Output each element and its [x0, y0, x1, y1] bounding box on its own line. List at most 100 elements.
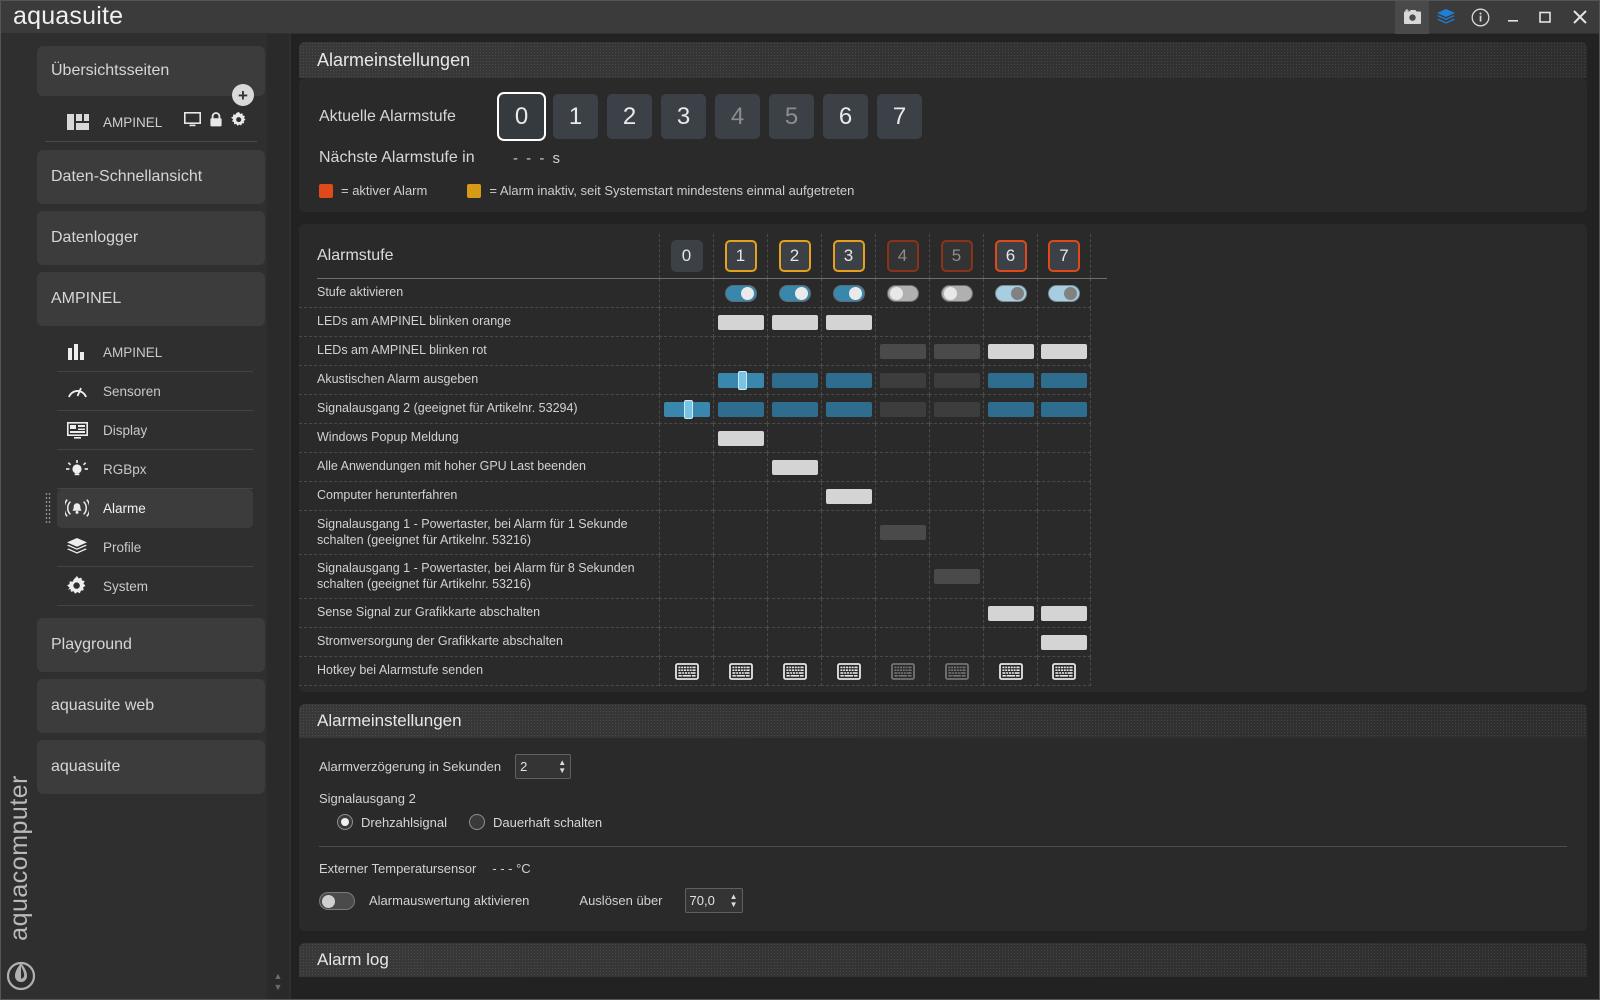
- action-cell-button[interactable]: [987, 343, 1034, 359]
- scroll-up-icon[interactable]: ▲: [273, 971, 283, 981]
- level-button-6[interactable]: 6: [823, 94, 868, 139]
- level-button-3[interactable]: 3: [661, 94, 706, 139]
- level-enable-toggle[interactable]: [886, 284, 919, 302]
- matrix-cell-3[interactable]: [821, 308, 875, 337]
- hotkey-keyboard-icon[interactable]: [1052, 662, 1076, 680]
- gear-icon[interactable]: [231, 111, 247, 133]
- radio-circle[interactable]: [469, 814, 485, 830]
- sidebar-item-profile[interactable]: Profile: [57, 528, 253, 567]
- action-cell-button[interactable]: [1041, 343, 1087, 359]
- matrix-col-7[interactable]: 7: [1037, 234, 1091, 278]
- action-cell-slider[interactable]: [933, 372, 980, 388]
- matrix-cell-5[interactable]: [929, 555, 983, 599]
- slider-thumb[interactable]: [737, 370, 747, 390]
- drag-handle[interactable]: [45, 492, 51, 524]
- camera-icon[interactable]: [1395, 0, 1429, 34]
- enable-alarm-evaluation-toggle[interactable]: [319, 891, 355, 910]
- matrix-cell-7[interactable]: [1037, 337, 1091, 366]
- matrix-cell-3[interactable]: [821, 395, 875, 424]
- sidebar-item-ampinel-overview[interactable]: AMPINEL: [45, 103, 257, 142]
- matrix-cell-2[interactable]: [767, 657, 821, 686]
- matrix-cell-3[interactable]: [821, 482, 875, 511]
- matrix-cell-1[interactable]: [713, 395, 767, 424]
- matrix-cell-6[interactable]: [983, 599, 1037, 628]
- layers-icon[interactable]: [1429, 1, 1463, 34]
- action-cell-button[interactable]: [987, 605, 1034, 621]
- level-enable-toggle[interactable]: [832, 284, 865, 302]
- matrix-cell-5[interactable]: [929, 657, 983, 686]
- sidebar-section-device[interactable]: AMPINEL: [37, 272, 265, 326]
- chevron-up-icon[interactable]: ▲: [729, 892, 738, 901]
- matrix-cell-2[interactable]: [767, 366, 821, 395]
- matrix-cell-6[interactable]: [983, 395, 1037, 424]
- level-button-7[interactable]: 7: [877, 94, 922, 139]
- action-cell-button[interactable]: [825, 314, 872, 330]
- action-cell-button[interactable]: [879, 343, 926, 359]
- action-cell-slider[interactable]: [987, 372, 1034, 388]
- matrix-cell-3[interactable]: [821, 366, 875, 395]
- level-enable-toggle[interactable]: [940, 284, 973, 302]
- matrix-cell-1[interactable]: [713, 366, 767, 395]
- level-enable-toggle[interactable]: [724, 284, 757, 302]
- level-enable-toggle[interactable]: [994, 284, 1027, 302]
- action-cell-button[interactable]: [771, 459, 818, 475]
- matrix-cell-0[interactable]: [659, 395, 713, 424]
- chevron-down-icon[interactable]: ▼: [729, 900, 738, 909]
- matrix-cell-6[interactable]: [983, 337, 1037, 366]
- sidebar-item-sensoren[interactable]: Sensoren: [57, 372, 253, 411]
- matrix-cell-7[interactable]: [1037, 366, 1091, 395]
- level-button-5[interactable]: 5: [769, 94, 814, 139]
- action-cell-slider[interactable]: [1041, 401, 1087, 417]
- matrix-cell-6[interactable]: [983, 657, 1037, 686]
- matrix-cell-6[interactable]: [983, 279, 1037, 308]
- action-cell-button[interactable]: [717, 430, 764, 446]
- maximize-button[interactable]: [1529, 1, 1561, 34]
- matrix-cell-1[interactable]: [713, 308, 767, 337]
- level-button-4[interactable]: 4: [715, 94, 760, 139]
- action-cell-button[interactable]: [1041, 605, 1087, 621]
- matrix-cell-5[interactable]: [929, 366, 983, 395]
- matrix-cell-4[interactable]: [875, 395, 929, 424]
- spinner-arrows[interactable]: ▲ ▼: [558, 759, 566, 775]
- matrix-cell-7[interactable]: [1037, 628, 1091, 657]
- action-cell-button[interactable]: [717, 314, 764, 330]
- action-cell-slider[interactable]: [717, 370, 764, 390]
- matrix-cell-7[interactable]: [1037, 395, 1091, 424]
- slider-thumb[interactable]: [683, 399, 693, 419]
- info-icon[interactable]: [1463, 1, 1497, 34]
- radio-dauerhaft-schalten[interactable]: Dauerhaft schalten: [469, 814, 602, 830]
- sidebar-section-overview[interactable]: Übersichtsseiten +: [37, 46, 265, 106]
- hotkey-keyboard-icon[interactable]: [836, 662, 861, 680]
- matrix-cell-4[interactable]: [875, 511, 929, 555]
- matrix-cell-6[interactable]: [983, 366, 1037, 395]
- sidebar-item-alarme[interactable]: Alarme: [45, 489, 253, 528]
- matrix-col-2[interactable]: 2: [767, 234, 821, 278]
- matrix-cell-2[interactable]: [767, 279, 821, 308]
- sidebar-item-daten-schnellansicht[interactable]: Daten-Schnellansicht: [37, 150, 265, 204]
- level-enable-toggle[interactable]: [778, 284, 811, 302]
- matrix-cell-7[interactable]: [1037, 279, 1091, 308]
- sidebar-item-display[interactable]: Display: [57, 411, 253, 450]
- sidebar-item-datenlogger[interactable]: Datenlogger: [37, 211, 265, 265]
- action-cell-slider[interactable]: [771, 401, 818, 417]
- action-cell-slider[interactable]: [879, 372, 926, 388]
- sidebar-item-aquasuite[interactable]: aquasuite: [37, 740, 265, 794]
- action-cell-slider[interactable]: [879, 401, 926, 417]
- action-cell-slider[interactable]: [825, 372, 872, 388]
- sidebar-item-system[interactable]: System: [57, 567, 253, 606]
- add-overview-page-button[interactable]: +: [232, 84, 254, 106]
- minimize-button[interactable]: [1497, 1, 1529, 34]
- matrix-cell-0[interactable]: [659, 657, 713, 686]
- action-cell-slider[interactable]: [825, 401, 872, 417]
- matrix-cell-4[interactable]: [875, 279, 929, 308]
- hotkey-keyboard-icon[interactable]: [674, 662, 699, 680]
- action-cell-slider[interactable]: [717, 401, 764, 417]
- scroll-down-icon[interactable]: ▼: [273, 982, 283, 992]
- hotkey-keyboard-icon[interactable]: [782, 662, 807, 680]
- radio-drehzahlsignal[interactable]: Drehzahlsignal: [337, 814, 447, 830]
- matrix-cell-1[interactable]: [713, 424, 767, 453]
- action-cell-slider[interactable]: [663, 399, 710, 419]
- level-button-0[interactable]: 0: [497, 92, 546, 141]
- sidebar-item-aquasuite-web[interactable]: aquasuite web: [37, 679, 265, 733]
- matrix-cell-4[interactable]: [875, 337, 929, 366]
